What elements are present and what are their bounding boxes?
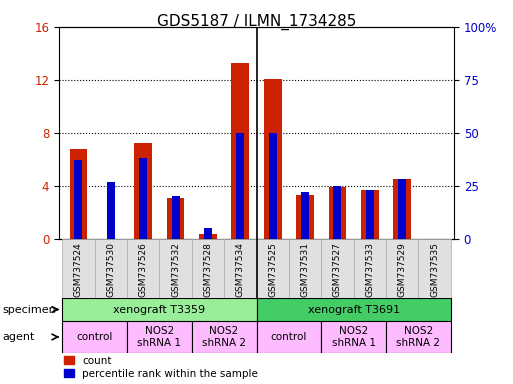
- Bar: [419, 239, 451, 298]
- Bar: [127, 239, 160, 298]
- Text: specimen: specimen: [3, 305, 56, 314]
- Text: GSM737524: GSM737524: [74, 242, 83, 296]
- Bar: [139, 158, 147, 239]
- Bar: [62, 239, 94, 298]
- Bar: [192, 321, 256, 353]
- Bar: [192, 239, 224, 298]
- Bar: [62, 298, 256, 321]
- Bar: [296, 195, 314, 239]
- Bar: [361, 190, 379, 239]
- Text: GSM737525: GSM737525: [268, 242, 277, 297]
- Bar: [231, 63, 249, 239]
- Text: GSM737535: GSM737535: [430, 242, 439, 297]
- Text: GSM737530: GSM737530: [106, 242, 115, 297]
- Bar: [204, 228, 212, 239]
- Text: NOS2
shRNA 1: NOS2 shRNA 1: [331, 326, 376, 348]
- Bar: [301, 192, 309, 239]
- Text: GSM737527: GSM737527: [333, 242, 342, 297]
- Bar: [160, 239, 192, 298]
- Bar: [328, 187, 346, 239]
- Bar: [74, 161, 83, 239]
- Bar: [236, 133, 244, 239]
- Bar: [386, 321, 451, 353]
- Text: NOS2
shRNA 2: NOS2 shRNA 2: [202, 326, 246, 348]
- Text: GSM737532: GSM737532: [171, 242, 180, 297]
- Bar: [224, 239, 256, 298]
- Bar: [333, 186, 342, 239]
- Bar: [167, 198, 185, 239]
- Bar: [398, 179, 406, 239]
- Bar: [199, 233, 217, 239]
- Text: control: control: [76, 332, 113, 342]
- Bar: [264, 79, 282, 239]
- Bar: [127, 321, 192, 353]
- Bar: [353, 239, 386, 298]
- Bar: [94, 239, 127, 298]
- Bar: [256, 321, 321, 353]
- Text: control: control: [271, 332, 307, 342]
- Bar: [269, 133, 277, 239]
- Bar: [321, 321, 386, 353]
- Bar: [107, 182, 115, 239]
- Text: GSM737534: GSM737534: [236, 242, 245, 297]
- Bar: [62, 321, 127, 353]
- Text: NOS2
shRNA 2: NOS2 shRNA 2: [397, 326, 440, 348]
- Bar: [289, 239, 321, 298]
- Text: GSM737531: GSM737531: [301, 242, 309, 297]
- Text: xenograft T3691: xenograft T3691: [308, 305, 400, 314]
- Bar: [70, 149, 87, 239]
- Text: GSM737529: GSM737529: [398, 242, 407, 297]
- Text: GSM737528: GSM737528: [204, 242, 212, 297]
- Bar: [256, 298, 451, 321]
- Bar: [171, 197, 180, 239]
- Text: GDS5187 / ILMN_1734285: GDS5187 / ILMN_1734285: [157, 13, 356, 30]
- Bar: [366, 190, 374, 239]
- Text: GSM737533: GSM737533: [365, 242, 374, 297]
- Bar: [321, 239, 353, 298]
- Text: GSM737526: GSM737526: [139, 242, 148, 297]
- Legend: count, percentile rank within the sample: count, percentile rank within the sample: [64, 356, 258, 379]
- Bar: [256, 239, 289, 298]
- Text: agent: agent: [3, 332, 35, 342]
- Bar: [386, 239, 419, 298]
- Bar: [134, 144, 152, 239]
- Text: NOS2
shRNA 1: NOS2 shRNA 1: [137, 326, 182, 348]
- Text: xenograft T3359: xenograft T3359: [113, 305, 205, 314]
- Bar: [393, 179, 411, 239]
